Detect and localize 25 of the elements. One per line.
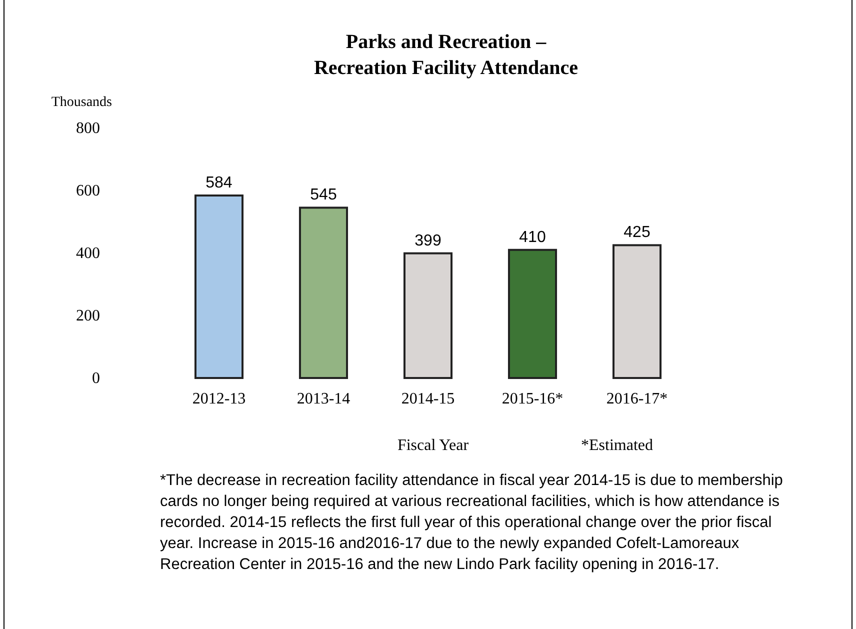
chart-title: Parks and Recreation – Recreation Facility Attendance bbox=[314, 31, 578, 79]
x-tick-label: 2016-17* bbox=[606, 390, 668, 408]
x-tick-label: 2013-14 bbox=[296, 390, 350, 408]
y-tick-label: 800 bbox=[76, 120, 100, 138]
bar bbox=[612, 244, 662, 379]
y-tick-label: 200 bbox=[76, 308, 100, 325]
x-tick-label: 2015-16* bbox=[502, 390, 564, 408]
data-label: 399 bbox=[414, 232, 442, 250]
data-label: 584 bbox=[206, 174, 232, 192]
bar bbox=[403, 252, 453, 379]
y-tick-label: 600 bbox=[76, 182, 100, 200]
x-tick-label: 2014-15 bbox=[401, 390, 455, 408]
text: *The decrease in recreation facility attendance in fiscal year 2014-15 is due to membership cards no longer being required at various recreational facilities, which is how attendance is recorded. 2014-15 reflects the first full year of this operational change over the prior fiscal year. Increase in 2015-16 and2016-17 due to the newly expanded Cofelt-Lamoreaux Recreation Center in 2015-16 and the new Lindo Park facility opening in 2016-17. bbox=[160, 472, 783, 573]
x-tick-label: 2012-13 bbox=[192, 390, 246, 408]
bar bbox=[298, 206, 348, 379]
text: *Estimated bbox=[581, 437, 653, 454]
y-tick-label: 0 bbox=[92, 370, 100, 388]
y-tick-label: 400 bbox=[76, 245, 100, 262]
data-label: 410 bbox=[519, 228, 546, 246]
data-label: 545 bbox=[310, 186, 337, 204]
y-axis-title: Thousands bbox=[51, 95, 112, 110]
x-axis-title: Fiscal Year bbox=[397, 437, 470, 454]
bar bbox=[508, 248, 558, 379]
data-label: 425 bbox=[624, 224, 650, 242]
bar bbox=[194, 194, 244, 379]
